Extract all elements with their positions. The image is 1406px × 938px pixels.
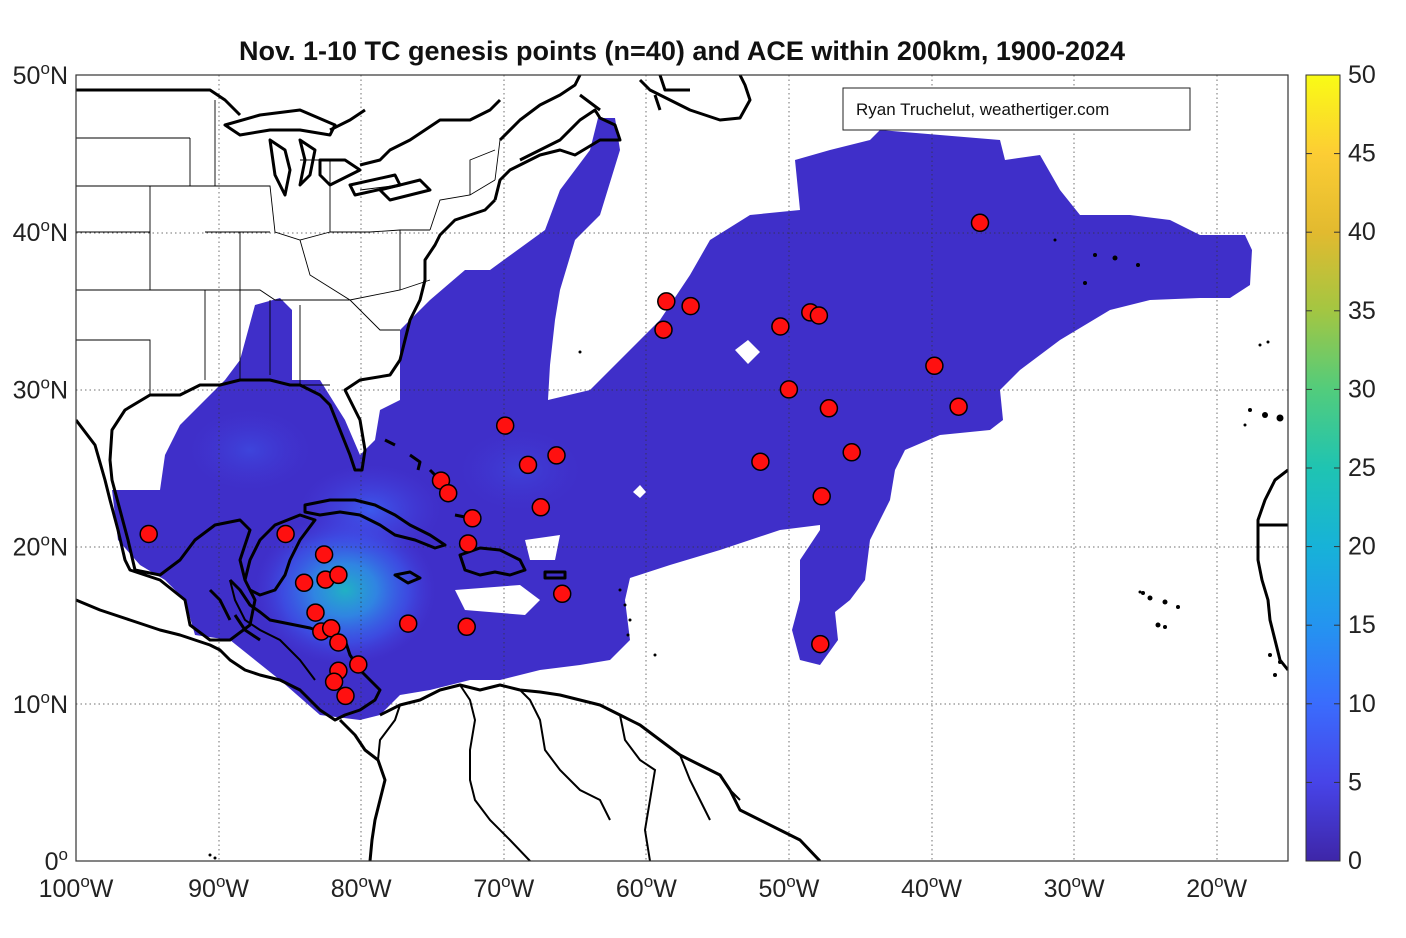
colorbar-tick-label: 0 — [1348, 847, 1362, 875]
colorbar-tick-label: 15 — [1348, 611, 1376, 639]
genesis-points — [139, 213, 990, 706]
lat-axis: 0o 10oN 20oN 30oN 40oN 50oN — [13, 59, 68, 876]
genesis-point — [681, 296, 700, 316]
genesis-point — [811, 634, 830, 654]
colorbar-tick-label: 25 — [1348, 454, 1376, 482]
plot-frame — [75, 74, 1289, 862]
tick-label: 80oW — [331, 872, 392, 903]
tick-label: 40oN — [13, 216, 68, 247]
genesis-point — [294, 573, 314, 593]
tick-label: 60oW — [616, 872, 677, 903]
colorbar-tick-label: 45 — [1348, 140, 1376, 168]
tick-label: 10oN — [13, 688, 68, 719]
genesis-point — [314, 545, 334, 564]
credit-text: Ryan Truchelut, weathertiger.com — [856, 100, 1109, 119]
genesis-point — [809, 306, 829, 325]
genesis-point — [276, 524, 295, 544]
tick-label: 30oW — [1044, 872, 1105, 903]
genesis-point — [463, 509, 482, 528]
colorbar-tick-label: 10 — [1348, 690, 1376, 718]
colorbar-tick-label: 20 — [1348, 533, 1376, 561]
genesis-point — [925, 356, 944, 376]
genesis-point — [819, 399, 839, 418]
tick-label: 50oW — [758, 872, 819, 903]
genesis-point — [457, 617, 476, 637]
genesis-point — [751, 452, 770, 471]
colorbar: 0 5 10 15 20 25 30 35 40 45 50 — [1305, 61, 1376, 875]
genesis-point — [812, 487, 831, 506]
coastlines — [76, 75, 1288, 861]
tick-label: 70oW — [473, 872, 534, 903]
tick-label: 0o — [45, 845, 68, 876]
genesis-point — [654, 320, 673, 339]
genesis-point — [842, 443, 861, 462]
genesis-point — [324, 672, 344, 692]
tick-label: 100oW — [39, 872, 114, 903]
genesis-point — [438, 483, 458, 503]
country-borders — [229, 579, 741, 861]
colorbar-tick-label: 35 — [1348, 297, 1376, 325]
colorbar-tick-label: 5 — [1348, 768, 1362, 796]
genesis-point — [458, 534, 478, 553]
gridlines — [76, 75, 1288, 861]
genesis-point — [329, 633, 348, 652]
genesis-point — [547, 446, 566, 465]
genesis-point — [552, 584, 572, 604]
tick-label: 90oW — [188, 872, 249, 903]
genesis-point — [949, 397, 968, 416]
genesis-point — [495, 416, 515, 435]
genesis-point — [779, 380, 799, 399]
tick-label: 20oW — [1186, 872, 1247, 903]
colorbar-tick-label: 30 — [1348, 375, 1376, 403]
genesis-point — [518, 455, 538, 475]
lon-axis: 100oW 90oW 80oW 70oW 60oW 50oW 40oW 30oW 20oW — [39, 872, 1248, 903]
colorbar-tick-label: 50 — [1348, 61, 1376, 89]
genesis-point — [349, 655, 368, 674]
genesis-point — [398, 614, 418, 633]
genesis-point — [139, 524, 158, 544]
genesis-point — [970, 213, 990, 233]
tick-label: 40oW — [901, 872, 962, 903]
genesis-point — [771, 317, 790, 336]
genesis-point — [306, 603, 325, 622]
tick-label: 50oN — [13, 59, 68, 90]
tick-label: 30oN — [13, 373, 68, 404]
islands — [208, 238, 1284, 860]
colorbar-tick-label: 40 — [1348, 218, 1376, 246]
map-title: Nov. 1-10 TC genesis points (n=40) and A… — [238, 36, 1126, 66]
credit-box: Ryan Truchelut, weathertiger.com — [842, 87, 1191, 131]
tick-label: 20oN — [13, 531, 68, 562]
colorbar-ticks: 0 5 10 15 20 25 30 35 40 45 50 — [1306, 61, 1376, 875]
genesis-point — [531, 498, 551, 517]
genesis-point — [657, 292, 676, 311]
genesis-point — [329, 565, 348, 585]
genesis-point — [336, 686, 355, 706]
